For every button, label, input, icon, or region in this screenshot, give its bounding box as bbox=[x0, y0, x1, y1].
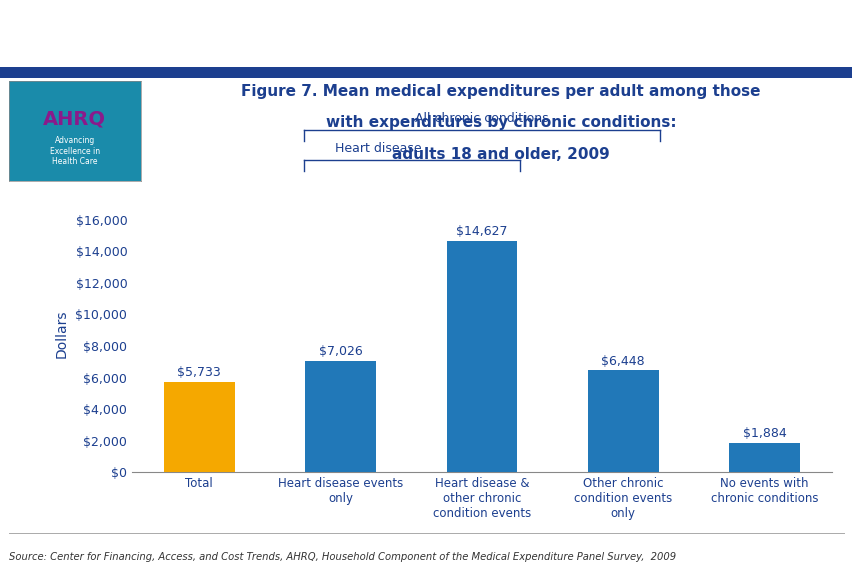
Y-axis label: Dollars: Dollars bbox=[55, 310, 68, 358]
Text: Figure 7. Mean medical expenditures per adult among those: Figure 7. Mean medical expenditures per … bbox=[241, 84, 760, 98]
Text: AHRQ: AHRQ bbox=[43, 109, 106, 128]
Bar bbox=[305, 361, 376, 472]
Text: with expenditures by chronic conditions:: with expenditures by chronic conditions: bbox=[325, 115, 676, 130]
Text: $7,026: $7,026 bbox=[319, 346, 362, 358]
Bar bbox=[587, 370, 658, 472]
Text: Source: Center for Financing, Access, and Cost Trends, AHRQ, Household Component: Source: Center for Financing, Access, an… bbox=[9, 552, 675, 562]
Text: $5,733: $5,733 bbox=[177, 366, 221, 379]
Text: Advancing
Excellence in
Health Care: Advancing Excellence in Health Care bbox=[49, 137, 100, 166]
Text: Heart disease: Heart disease bbox=[334, 142, 421, 155]
Text: $14,627: $14,627 bbox=[456, 225, 507, 238]
Text: $1,884: $1,884 bbox=[742, 427, 786, 439]
Bar bbox=[446, 241, 516, 472]
Text: adults 18 and older, 2009: adults 18 and older, 2009 bbox=[392, 147, 609, 162]
Text: All chronic conditions: All chronic conditions bbox=[415, 112, 548, 125]
Bar bbox=[728, 442, 799, 472]
Text: $6,448: $6,448 bbox=[601, 355, 644, 367]
Bar bbox=[164, 382, 234, 472]
